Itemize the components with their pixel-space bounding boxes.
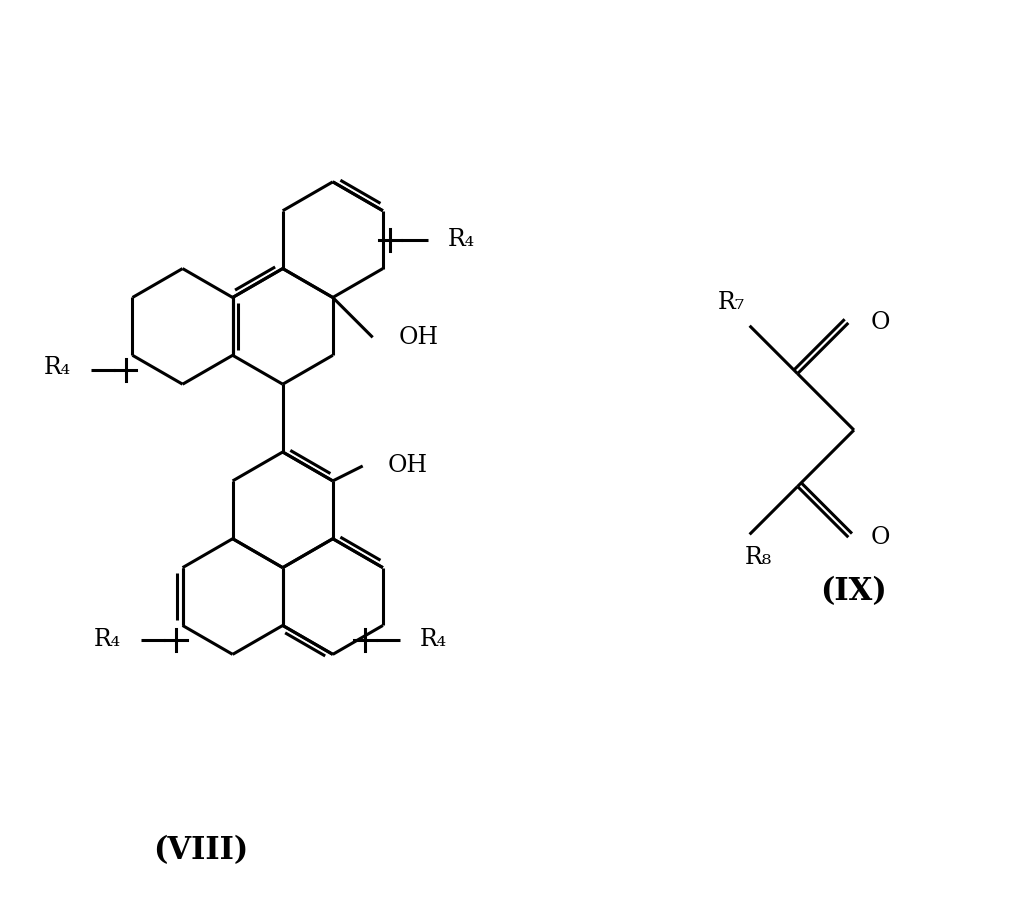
Text: R₇: R₇ [718, 290, 745, 314]
Text: R₄: R₄ [43, 356, 71, 379]
Text: (IX): (IX) [821, 576, 887, 607]
Text: O: O [870, 526, 890, 548]
Text: R₄: R₄ [419, 629, 447, 651]
Text: O: O [870, 311, 890, 335]
Text: R₈: R₈ [745, 547, 771, 569]
Text: OH: OH [399, 326, 439, 349]
Text: OH: OH [387, 455, 427, 477]
Text: R₄: R₄ [448, 228, 475, 251]
Text: R₄: R₄ [94, 629, 121, 651]
Text: (VIII): (VIII) [153, 835, 248, 866]
